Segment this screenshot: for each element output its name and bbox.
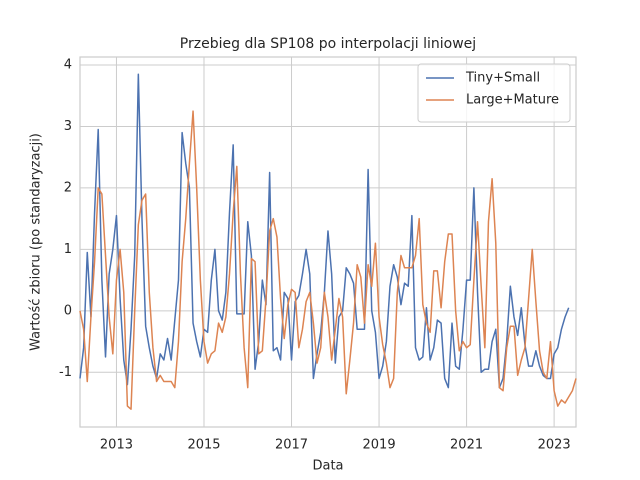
y-tick-label: 3 <box>64 119 72 134</box>
x-tick-label: 2013 <box>100 438 133 453</box>
y-tick-label: 4 <box>64 57 72 72</box>
x-tick-label: 2023 <box>538 438 571 453</box>
y-tick-label: 0 <box>64 303 72 318</box>
x-tick-label: 2021 <box>450 438 483 453</box>
series-line <box>79 110 577 410</box>
x-tick-label: 2017 <box>275 438 308 453</box>
legend-label: Large+Mature <box>466 93 559 108</box>
y-axis-label: Wartość zbioru (po standaryzacji) <box>29 133 44 351</box>
x-tick-label: 2019 <box>363 438 396 453</box>
legend-label: Tiny+Small <box>465 71 540 86</box>
y-tick-label: 1 <box>64 242 72 257</box>
legend-box <box>417 63 571 123</box>
y-tick-label: -1 <box>59 365 72 380</box>
x-axis-label: Data <box>312 459 343 474</box>
chart-title: Przebieg dla SP108 po interpolacji linio… <box>180 36 476 52</box>
x-tick-label: 2015 <box>187 438 220 453</box>
y-tick-label: 2 <box>64 180 72 195</box>
plot-frame <box>79 56 577 428</box>
